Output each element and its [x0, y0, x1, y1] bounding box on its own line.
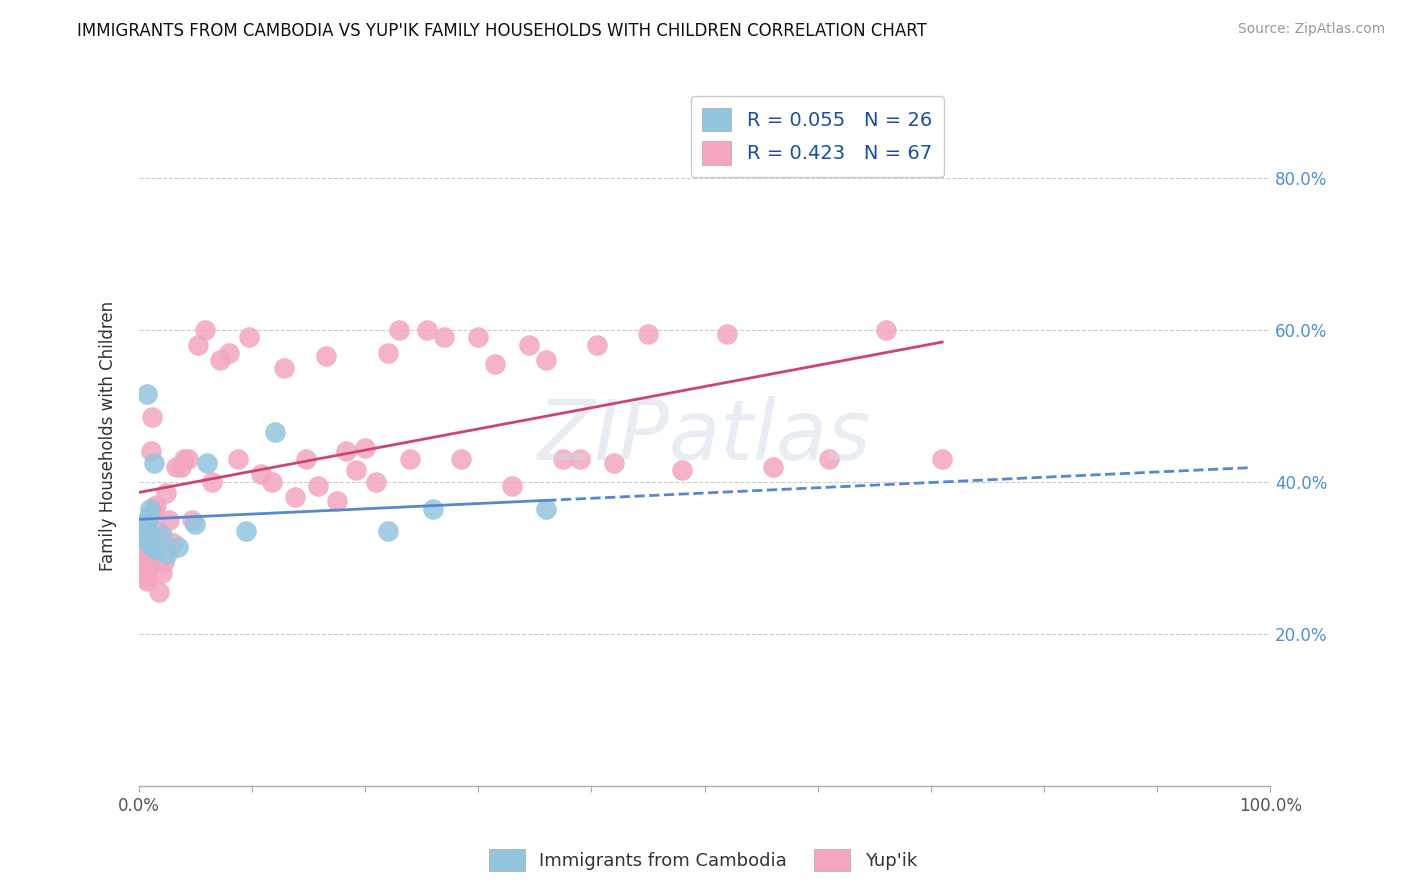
Point [141, 532, 163, 546]
Point [553, 452, 575, 467]
Point [139, 501, 162, 516]
Point [603, 456, 626, 470]
Point [467, 330, 489, 344]
Point [135, 574, 157, 588]
Point [167, 540, 190, 554]
Point [433, 330, 456, 344]
Point [450, 452, 472, 467]
Point [146, 524, 169, 539]
Point [716, 326, 738, 341]
Point [354, 441, 377, 455]
Point [135, 570, 157, 584]
Legend: Immigrants from Cambodia, Yup'ik: Immigrants from Cambodia, Yup'ik [482, 842, 924, 879]
Point [295, 452, 318, 467]
Legend: R = 0.055   N = 26, R = 0.423   N = 67: R = 0.055 N = 26, R = 0.423 N = 67 [690, 96, 943, 177]
Point [138, 509, 160, 524]
Point [136, 562, 159, 576]
Point [155, 486, 177, 500]
Point [637, 326, 659, 341]
Point [170, 459, 193, 474]
Point [159, 513, 181, 527]
Point [263, 425, 285, 440]
Point [484, 357, 506, 371]
Point [209, 353, 232, 368]
Point [181, 513, 204, 527]
Point [818, 452, 841, 467]
Point [152, 555, 174, 569]
Point [416, 323, 439, 337]
Point [134, 562, 156, 576]
Point [307, 478, 329, 492]
Point [141, 410, 163, 425]
Point [377, 524, 399, 539]
Text: Source: ZipAtlas.com: Source: ZipAtlas.com [1237, 22, 1385, 37]
Point [326, 494, 349, 508]
Point [388, 323, 411, 337]
Point [273, 360, 295, 375]
Point [142, 456, 165, 470]
Point [262, 475, 284, 489]
Point [228, 452, 250, 467]
Point [156, 547, 179, 561]
Point [377, 345, 399, 359]
Point [135, 387, 157, 401]
Text: ZIPatlas: ZIPatlas [538, 396, 872, 476]
Point [139, 528, 162, 542]
Point [761, 459, 783, 474]
Point [534, 501, 557, 516]
Text: IMMIGRANTS FROM CAMBODIA VS YUP'IK FAMILY HOUSEHOLDS WITH CHILDREN CORRELATION C: IMMIGRANTS FROM CAMBODIA VS YUP'IK FAMIL… [77, 22, 927, 40]
Point [335, 444, 357, 458]
Point [162, 535, 184, 549]
Point [517, 338, 540, 352]
Point [150, 528, 173, 542]
Point [399, 452, 422, 467]
Point [366, 475, 388, 489]
Point [132, 543, 155, 558]
Point [501, 478, 523, 492]
Point [176, 452, 198, 467]
Point [165, 459, 187, 474]
Point [135, 535, 157, 549]
Point [315, 350, 337, 364]
Point [671, 463, 693, 477]
Y-axis label: Family Households with Children: Family Households with Children [100, 301, 117, 571]
Point [187, 338, 209, 352]
Point [173, 452, 195, 467]
Point [132, 524, 155, 539]
Point [131, 555, 153, 569]
Point [193, 323, 215, 337]
Point [142, 501, 165, 516]
Point [195, 456, 218, 470]
Point [136, 513, 159, 527]
Point [875, 323, 897, 337]
Point [201, 475, 224, 489]
Point [131, 524, 153, 539]
Point [141, 444, 163, 458]
Point [250, 467, 273, 482]
Point [235, 524, 257, 539]
Point [931, 452, 953, 467]
Point [134, 532, 156, 546]
Point [145, 543, 167, 558]
Point [148, 585, 170, 599]
Point [284, 490, 307, 504]
Point [132, 520, 155, 534]
Point [184, 516, 207, 531]
Point [586, 338, 609, 352]
Point [150, 566, 173, 581]
Point [238, 330, 260, 344]
Point [145, 498, 167, 512]
Point [141, 540, 163, 554]
Point [135, 520, 157, 534]
Point [534, 353, 557, 368]
Point [344, 463, 367, 477]
Point [129, 528, 152, 542]
Point [422, 501, 444, 516]
Point [134, 528, 156, 542]
Point [218, 345, 240, 359]
Point [129, 528, 152, 542]
Point [569, 452, 592, 467]
Point [138, 555, 160, 569]
Point [135, 524, 157, 539]
